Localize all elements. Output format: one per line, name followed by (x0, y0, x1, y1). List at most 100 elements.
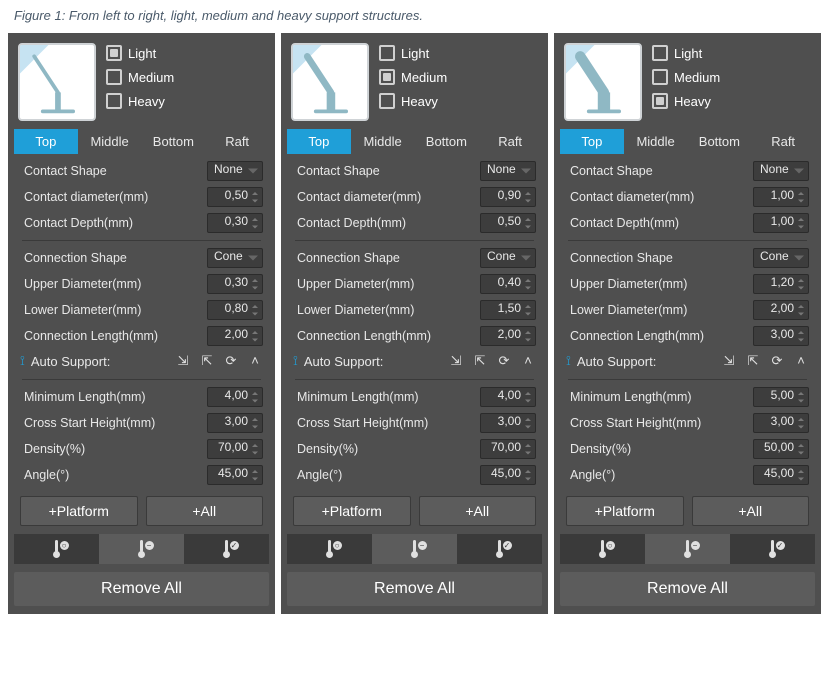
ruler-icon: ⟟ (293, 353, 298, 369)
tab-middle[interactable]: Middle (624, 129, 688, 154)
input-upper-diameter[interactable]: 0,30 (207, 274, 263, 294)
input-contact-diameter[interactable]: 1,00 (753, 187, 809, 207)
select-connection-shape[interactable]: Cone (207, 248, 263, 268)
auto-support-header: ⟟ Auto Support: ⇲ ⇱ ⟳ ˄ (287, 349, 542, 375)
input-upper-diameter[interactable]: 1,20 (753, 274, 809, 294)
support-mode-3[interactable]: ✓ (184, 534, 269, 564)
checkbox-icon (652, 93, 668, 109)
collapse-icon[interactable]: ˄ (247, 353, 263, 369)
add-all-button[interactable]: +All (146, 496, 264, 526)
checkbox-icon (106, 69, 122, 85)
support-mode-1[interactable]: ○ (560, 534, 645, 564)
preset-medium[interactable]: Medium (652, 69, 720, 85)
tab-bottom[interactable]: Bottom (688, 129, 752, 154)
panel-header: Light Medium Heavy (287, 39, 542, 129)
params-group-auto: Minimum Length(mm) 4,00 Cross Start Heig… (287, 384, 542, 488)
add-platform-button[interactable]: +Platform (20, 496, 138, 526)
input-contact-depth[interactable]: 0,50 (480, 213, 536, 233)
tab-top[interactable]: Top (14, 129, 78, 154)
input-contact-depth[interactable]: 0,30 (207, 213, 263, 233)
input-angle[interactable]: 45,00 (480, 465, 536, 485)
preset-heavy[interactable]: Heavy (652, 93, 720, 109)
input-upper-diameter[interactable]: 0,40 (480, 274, 536, 294)
input-cross-start[interactable]: 3,00 (480, 413, 536, 433)
export-icon[interactable]: ⇱ (199, 353, 215, 369)
add-all-button[interactable]: +All (419, 496, 537, 526)
input-contact-diameter[interactable]: 0,90 (480, 187, 536, 207)
refresh-icon[interactable]: ⟳ (223, 353, 239, 369)
input-angle[interactable]: 45,00 (753, 465, 809, 485)
refresh-icon[interactable]: ⟳ (769, 353, 785, 369)
support-mode-3[interactable]: ✓ (730, 534, 815, 564)
support-mode-2[interactable]: − (99, 534, 184, 564)
remove-all-button[interactable]: Remove All (14, 572, 269, 606)
export-icon[interactable]: ⇱ (745, 353, 761, 369)
select-contact-shape[interactable]: None (753, 161, 809, 181)
preset-heavy[interactable]: Heavy (106, 93, 174, 109)
input-min-length[interactable]: 5,00 (753, 387, 809, 407)
tab-middle[interactable]: Middle (351, 129, 415, 154)
remove-all-button[interactable]: Remove All (287, 572, 542, 606)
divider (568, 379, 807, 380)
input-contact-diameter[interactable]: 0,50 (207, 187, 263, 207)
auto-support-header: ⟟ Auto Support: ⇲ ⇱ ⟳ ˄ (560, 349, 815, 375)
label-connection-length: Connection Length(mm) (24, 329, 158, 343)
tab-raft[interactable]: Raft (751, 129, 815, 154)
input-density[interactable]: 70,00 (207, 439, 263, 459)
input-min-length[interactable]: 4,00 (480, 387, 536, 407)
add-platform-button[interactable]: +Platform (566, 496, 684, 526)
tab-bottom[interactable]: Bottom (415, 129, 479, 154)
add-all-button[interactable]: +All (692, 496, 810, 526)
import-icon[interactable]: ⇲ (175, 353, 191, 369)
input-angle[interactable]: 45,00 (207, 465, 263, 485)
tab-bottom[interactable]: Bottom (142, 129, 206, 154)
section-tabs: Top Middle Bottom Raft (560, 129, 815, 154)
support-mode-2[interactable]: − (645, 534, 730, 564)
tab-top[interactable]: Top (560, 129, 624, 154)
input-connection-length[interactable]: 3,00 (753, 326, 809, 346)
input-cross-start[interactable]: 3,00 (753, 413, 809, 433)
support-panel: Light Medium Heavy Top Middle Bottom Raf… (8, 33, 275, 614)
input-min-length[interactable]: 4,00 (207, 387, 263, 407)
preset-medium[interactable]: Medium (106, 69, 174, 85)
figure-caption: Figure 1: From left to right, light, med… (8, 8, 825, 23)
import-icon[interactable]: ⇲ (721, 353, 737, 369)
input-density[interactable]: 50,00 (753, 439, 809, 459)
support-mode-3[interactable]: ✓ (457, 534, 542, 564)
collapse-icon[interactable]: ˄ (520, 353, 536, 369)
support-mode-1[interactable]: ○ (287, 534, 372, 564)
import-icon[interactable]: ⇲ (448, 353, 464, 369)
input-contact-depth[interactable]: 1,00 (753, 213, 809, 233)
remove-all-button[interactable]: Remove All (560, 572, 815, 606)
collapse-icon[interactable]: ˄ (793, 353, 809, 369)
preset-light[interactable]: Light (106, 45, 174, 61)
select-contact-shape[interactable]: None (480, 161, 536, 181)
input-lower-diameter[interactable]: 2,00 (753, 300, 809, 320)
select-connection-shape[interactable]: Cone (753, 248, 809, 268)
preset-light[interactable]: Light (652, 45, 720, 61)
support-mode-1[interactable]: ○ (14, 534, 99, 564)
tab-top[interactable]: Top (287, 129, 351, 154)
support-panel: Light Medium Heavy Top Middle Bottom Raf… (554, 33, 821, 614)
input-lower-diameter[interactable]: 1,50 (480, 300, 536, 320)
input-cross-start[interactable]: 3,00 (207, 413, 263, 433)
input-lower-diameter[interactable]: 0,80 (207, 300, 263, 320)
preset-heavy[interactable]: Heavy (379, 93, 447, 109)
add-platform-button[interactable]: +Platform (293, 496, 411, 526)
tab-raft[interactable]: Raft (205, 129, 269, 154)
thermo-icon: ○ (596, 540, 610, 558)
preset-medium[interactable]: Medium (379, 69, 447, 85)
select-connection-shape[interactable]: Cone (480, 248, 536, 268)
select-contact-shape[interactable]: None (207, 161, 263, 181)
support-mode-2[interactable]: − (372, 534, 457, 564)
label-lower-diameter: Lower Diameter(mm) (570, 303, 687, 317)
input-density[interactable]: 70,00 (480, 439, 536, 459)
refresh-icon[interactable]: ⟳ (496, 353, 512, 369)
input-connection-length[interactable]: 2,00 (480, 326, 536, 346)
preset-light[interactable]: Light (379, 45, 447, 61)
tab-raft[interactable]: Raft (478, 129, 542, 154)
label-density: Density(%) (297, 442, 358, 456)
tab-middle[interactable]: Middle (78, 129, 142, 154)
export-icon[interactable]: ⇱ (472, 353, 488, 369)
input-connection-length[interactable]: 2,00 (207, 326, 263, 346)
